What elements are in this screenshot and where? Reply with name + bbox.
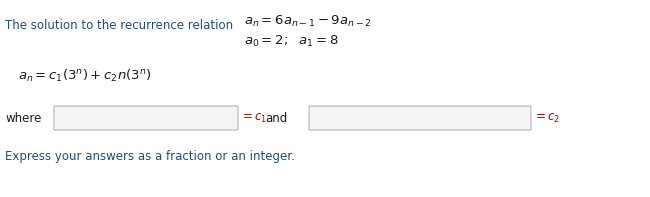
Text: $=c_1$: $=c_1$ <box>240 112 267 125</box>
Text: $a_n=c_1(3^n)+c_2n(3^n)$: $a_n=c_1(3^n)+c_2n(3^n)$ <box>18 68 151 84</box>
Text: $=c_2$: $=c_2$ <box>533 112 560 125</box>
Text: and: and <box>265 112 287 125</box>
Text: $a_0=2;\ \ a_1=8$: $a_0=2;\ \ a_1=8$ <box>244 34 339 49</box>
Text: where: where <box>5 112 42 125</box>
Text: The solution to the recurrence relation: The solution to the recurrence relation <box>5 19 233 32</box>
Text: Express your answers as a fraction or an integer.: Express your answers as a fraction or an… <box>5 150 295 163</box>
FancyBboxPatch shape <box>309 106 531 130</box>
Text: $a_n=6a_{n-1}-9a_{n-2}$: $a_n=6a_{n-1}-9a_{n-2}$ <box>244 14 372 29</box>
FancyBboxPatch shape <box>54 106 238 130</box>
